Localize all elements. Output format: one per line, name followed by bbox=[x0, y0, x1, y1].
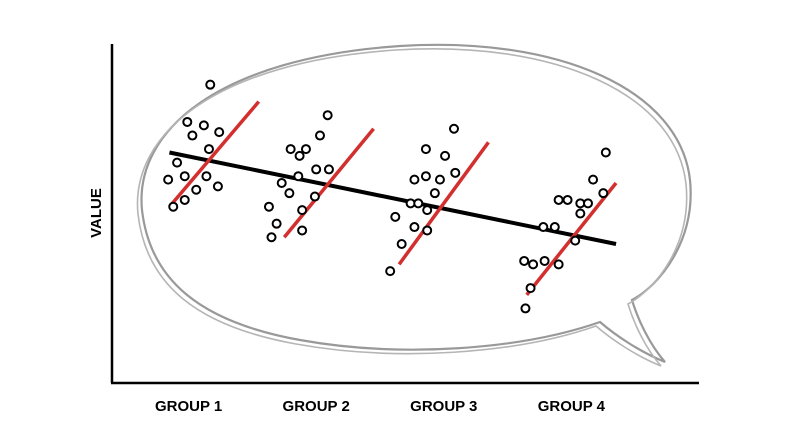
data-point-g3-7 bbox=[409, 174, 420, 185]
data-point-g1-9 bbox=[201, 171, 212, 182]
data-point-g3-5 bbox=[420, 171, 431, 182]
data-point-g3-6 bbox=[434, 174, 445, 185]
data-point-g4-17 bbox=[520, 303, 531, 314]
data-point-g3-15 bbox=[385, 266, 396, 277]
data-point-g4-12 bbox=[519, 255, 530, 266]
data-point-g4-9 bbox=[538, 222, 549, 233]
data-point-g4-5 bbox=[562, 194, 573, 205]
data-point-g1-2 bbox=[182, 116, 193, 127]
speech-bubble-outline-inner bbox=[136, 48, 688, 367]
data-point-g2-7 bbox=[323, 164, 334, 175]
axes bbox=[110, 44, 699, 385]
data-point-g4-6 bbox=[553, 194, 564, 205]
data-point-g1-12 bbox=[168, 201, 179, 212]
data-point-g3-10 bbox=[422, 205, 433, 216]
data-point-g3-13 bbox=[422, 225, 433, 236]
data-point-g4-14 bbox=[553, 259, 564, 270]
x-tick-label-4: GROUP 4 bbox=[538, 398, 606, 415]
data-point-g2-14 bbox=[271, 218, 282, 229]
y-axis-label: VALUE bbox=[88, 188, 105, 238]
x-tick-label-1: GROUP 1 bbox=[155, 398, 222, 415]
data-point-g1-11 bbox=[179, 194, 190, 205]
data-point-g3-14 bbox=[396, 239, 407, 250]
data-point-g4-13 bbox=[539, 255, 550, 266]
data-point-g2-6 bbox=[311, 164, 322, 175]
data-point-g4-3 bbox=[598, 188, 609, 199]
data-point-g1-14 bbox=[179, 171, 190, 182]
data-point-g4-10 bbox=[549, 222, 560, 233]
data-point-g3-11 bbox=[390, 211, 401, 222]
data-point-g2-16 bbox=[266, 232, 277, 243]
x-tick-label-3: GROUP 3 bbox=[410, 398, 477, 415]
data-point-g2-13 bbox=[297, 205, 308, 216]
data-point-g4-11 bbox=[570, 235, 581, 246]
data-point-g2-8 bbox=[293, 171, 304, 182]
data-point-g4-16 bbox=[525, 283, 536, 294]
data-point-g3-3 bbox=[440, 150, 451, 161]
data-point-g1-3 bbox=[187, 130, 198, 141]
data-point-g3-12 bbox=[409, 222, 420, 233]
data-point-g2-3 bbox=[300, 144, 311, 155]
group-trend-line-3 bbox=[397, 141, 490, 266]
group-trend-line-1 bbox=[168, 100, 261, 208]
data-point-g1-10 bbox=[212, 181, 223, 192]
data-point-g1-8 bbox=[163, 174, 174, 185]
data-point-g3-1 bbox=[448, 123, 459, 134]
data-point-g2-10 bbox=[284, 188, 295, 199]
x-tick-label-2: GROUP 2 bbox=[283, 398, 350, 415]
data-point-g3-16 bbox=[413, 198, 424, 209]
data-point-g1-5 bbox=[214, 127, 225, 138]
data-point-g4-1 bbox=[600, 147, 611, 158]
data-point-g4-8 bbox=[575, 208, 586, 219]
data-point-g4-2 bbox=[588, 174, 599, 185]
data-point-g2-12 bbox=[263, 201, 274, 212]
data-point-g4-7 bbox=[582, 198, 593, 209]
data-point-g3-8 bbox=[429, 188, 440, 199]
data-point-g1-4 bbox=[198, 120, 209, 131]
data-point-g1-6 bbox=[203, 144, 214, 155]
data-point-g2-4 bbox=[285, 144, 296, 155]
speech-bubble bbox=[136, 43, 692, 367]
points-layer bbox=[163, 79, 611, 314]
data-point-g3-4 bbox=[450, 167, 461, 178]
data-point-g1-13 bbox=[191, 184, 202, 195]
data-point-g4-15 bbox=[528, 259, 539, 270]
data-point-g3-2 bbox=[420, 144, 431, 155]
overall-trend-line bbox=[169, 150, 617, 246]
data-point-g1-1 bbox=[205, 79, 216, 90]
labels-layer: VALUE GROUP 1 GROUP 2 GROUP 3 GROUP 4 bbox=[88, 188, 606, 415]
overall-trend-layer bbox=[169, 150, 617, 246]
speech-bubble-outline bbox=[140, 43, 692, 364]
data-point-g2-15 bbox=[297, 225, 308, 236]
data-point-g2-2 bbox=[315, 130, 326, 141]
data-point-g1-7 bbox=[172, 157, 183, 168]
group-trend-line-2 bbox=[282, 127, 375, 239]
group-trend-layer bbox=[168, 100, 618, 296]
data-point-g2-11 bbox=[309, 191, 320, 202]
data-point-g2-5 bbox=[294, 150, 305, 161]
data-point-g2-1 bbox=[322, 110, 333, 121]
data-point-g2-9 bbox=[276, 177, 287, 188]
